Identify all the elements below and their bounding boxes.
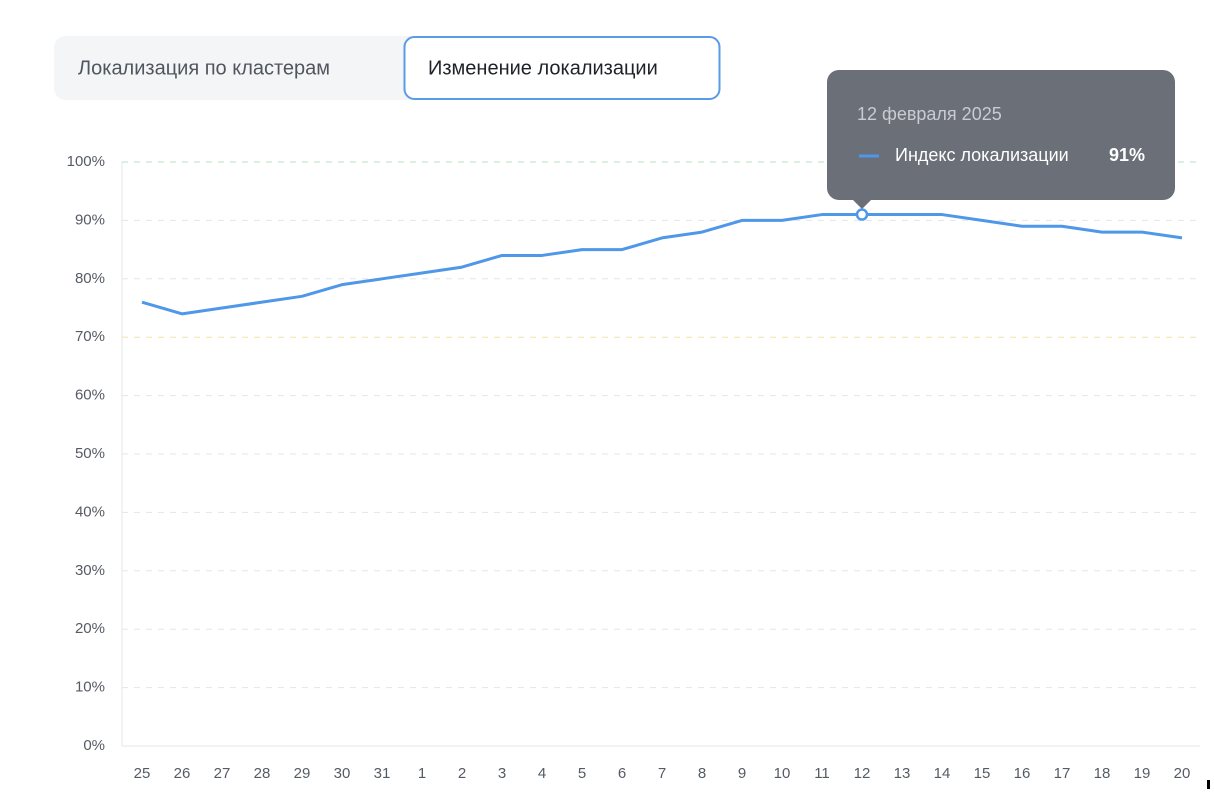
x-tick-label: 5 [578,765,586,782]
x-tick-label: 29 [294,765,311,782]
x-tick-label: 26 [174,765,191,782]
y-tick-label: 60% [75,387,105,404]
x-tick-label: 15 [974,765,991,782]
x-tick-label: 20 [1174,765,1191,782]
y-tick-label: 0% [83,737,105,754]
x-tick-label: 10 [774,765,791,782]
x-tick-label: 25 [134,765,151,782]
y-tick-label: 80% [75,270,105,287]
x-tick-label: 8 [698,765,706,782]
tab-active[interactable] [403,36,721,100]
y-tick-label: 30% [75,562,105,579]
x-tick-label: 4 [538,765,546,782]
cursor [1207,780,1210,789]
x-tick-label: 16 [1014,765,1031,782]
x-tick-label: 11 [814,765,830,782]
x-tick-label: 3 [498,765,506,782]
y-tick-label: 50% [75,445,105,462]
x-tick-label: 17 [1054,765,1071,782]
series-line [141,213,1183,316]
x-tick-label: 18 [1094,765,1111,782]
tab[interactable]: Локализация по кластерам [78,57,330,79]
tooltip-value: 91% [1109,145,1145,165]
x-tick-label: 27 [214,765,231,782]
x-tick-label: 1 [418,765,426,782]
y-tick-label: 10% [75,679,105,696]
y-tick-label: 20% [75,620,105,637]
y-tick-label: 90% [75,211,105,228]
x-tick-label: 31 [374,765,391,782]
tooltip-title: 12 февраля 2025 [857,104,1002,124]
x-tick-label: 14 [934,765,951,782]
x-tick-label: 19 [1134,765,1151,782]
x-tick-label: 13 [894,765,911,782]
active-point [855,208,869,221]
x-tick-label: 12 [854,765,871,782]
x-tick-label: 9 [738,765,746,782]
tooltip-series: Индекс локализации [895,145,1069,165]
tooltip [827,70,1175,209]
x-tick-label: 2 [458,765,466,782]
x-tick-label: 7 [658,765,666,782]
y-tick-label: 100% [67,153,105,170]
y-tick-label: 70% [75,328,105,345]
y-tick-label: 40% [75,503,105,520]
x-tick-label: 30 [334,765,351,782]
tab[interactable]: Изменение локализации [428,57,658,79]
x-tick-label: 6 [618,765,626,782]
x-tick-label: 28 [254,765,271,782]
